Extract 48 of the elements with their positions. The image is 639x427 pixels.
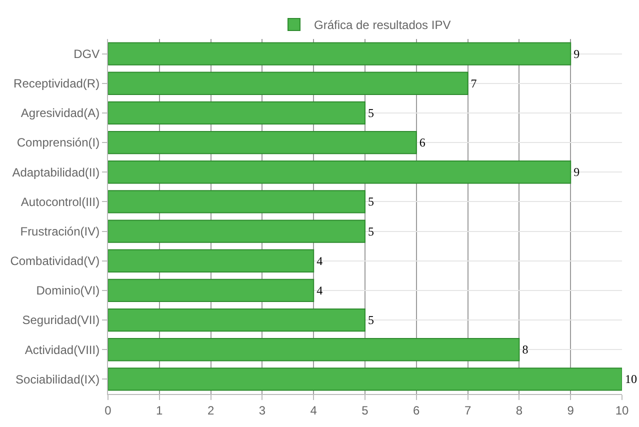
bar: [108, 190, 366, 214]
x-tick-label: 3: [258, 403, 266, 418]
y-tick-label: Receptividad(R): [14, 76, 100, 91]
data-label: 6: [419, 136, 426, 150]
data-label: 5: [368, 106, 374, 120]
data-label: 4: [316, 254, 323, 268]
x-tick-label: 4: [310, 403, 318, 418]
x-tick-label: 7: [464, 403, 472, 418]
x-tick-label: 6: [413, 403, 420, 418]
y-tick-label: Frustración(IV): [20, 224, 100, 238]
y-tick-label: Comprensión(I): [16, 136, 100, 150]
y-tick-label: Adaptabilidad(II): [12, 165, 100, 180]
bar: [108, 308, 366, 332]
x-tick-label: 1: [156, 403, 164, 418]
x-tick-label: 8: [516, 403, 523, 418]
data-label: 5: [368, 313, 374, 328]
y-tick-label: Autocontrol(III): [20, 194, 100, 209]
y-tick-label: Sociabilidad(IX): [16, 372, 100, 386]
bar: [108, 249, 314, 272]
x-tick-label: 10: [615, 403, 629, 418]
y-tick-label: Dominio(VI): [36, 284, 100, 298]
y-tick-label: Seguridad(VII): [22, 313, 100, 328]
y-tick-label: Actividad(VIII): [24, 342, 100, 357]
bar: [108, 368, 622, 391]
bar: [108, 160, 572, 184]
x-tick-label: 0: [104, 403, 112, 418]
bar: [108, 338, 520, 362]
data-label: 10: [625, 372, 637, 386]
y-tick-label: DGV: [74, 46, 100, 61]
x-tick-label: 5: [362, 403, 369, 418]
y-tick-label: Agresividad(A): [20, 106, 100, 120]
data-label: 4: [316, 283, 323, 298]
bar: [108, 72, 468, 95]
bar: [108, 42, 572, 66]
data-label: 8: [522, 342, 528, 357]
y-tick-label: Combatividad(V): [10, 254, 100, 268]
bar: [108, 101, 366, 125]
bar: [108, 220, 366, 243]
x-tick-label: 2: [207, 403, 214, 418]
bar: [108, 130, 417, 154]
data-label: 9: [574, 46, 580, 61]
data-label: 9: [574, 165, 580, 180]
bar: [108, 278, 314, 302]
x-tick-label: 9: [567, 403, 574, 418]
data-label: 5: [368, 194, 374, 209]
data-label: 5: [368, 224, 374, 238]
data-label: 7: [470, 76, 477, 90]
legend-label: Gráfica de resultados IPV: [314, 18, 451, 32]
